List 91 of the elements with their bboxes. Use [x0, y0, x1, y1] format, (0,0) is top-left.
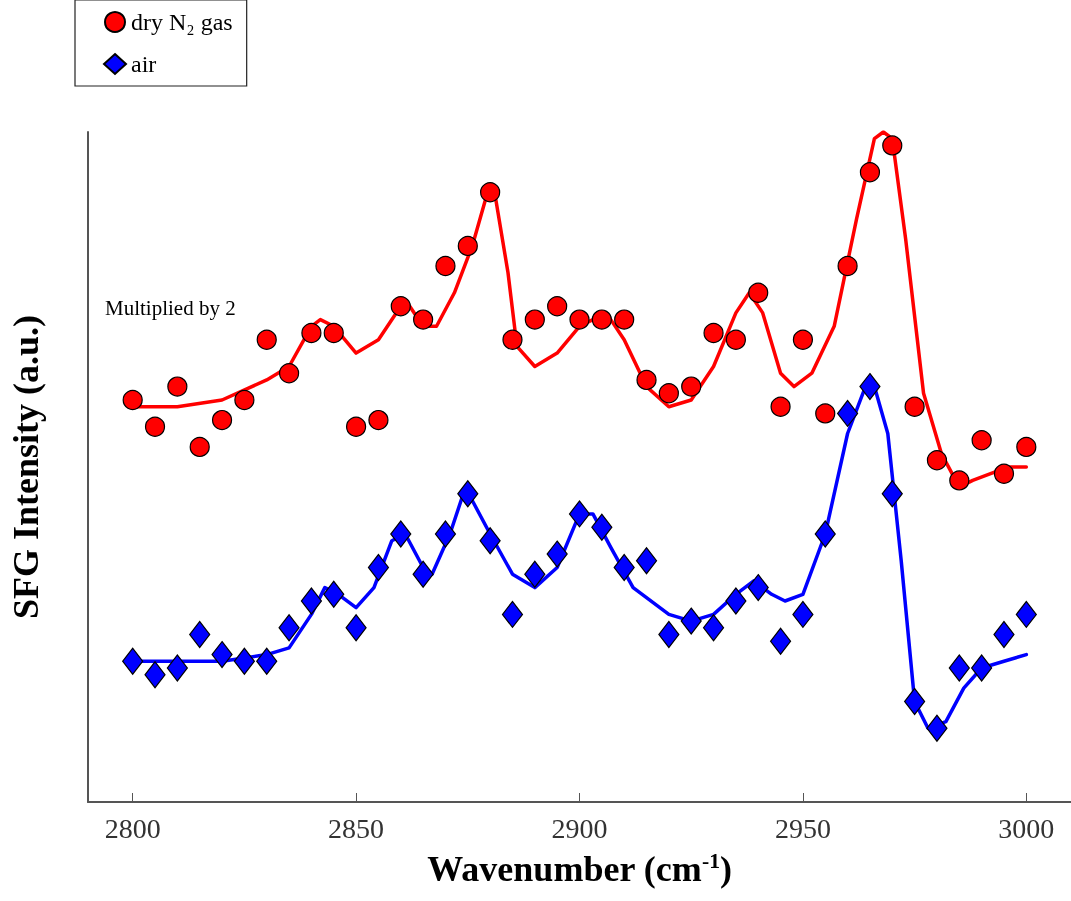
- point: [546, 540, 568, 568]
- annotation: Multiplied by 2: [105, 295, 236, 320]
- point: [770, 396, 791, 417]
- x-tick-label: 2900: [551, 812, 608, 844]
- point: [681, 376, 702, 397]
- point: [234, 389, 255, 411]
- point: [144, 661, 166, 689]
- point: [748, 282, 769, 303]
- point: [479, 527, 501, 555]
- point: [524, 309, 545, 330]
- point: [971, 654, 993, 682]
- point: [167, 376, 188, 397]
- legend-label: air: [131, 51, 157, 77]
- point: [189, 620, 211, 649]
- point: [837, 255, 858, 277]
- point: [323, 322, 344, 344]
- point: [211, 641, 233, 669]
- point: [368, 410, 389, 431]
- point: [613, 553, 635, 582]
- point: [904, 396, 925, 417]
- x-tick-label: 2950: [774, 812, 831, 844]
- point: [926, 714, 948, 742]
- point: [702, 614, 725, 642]
- point: [859, 373, 881, 401]
- point: [524, 560, 546, 588]
- point: [836, 399, 859, 427]
- point: [993, 463, 1015, 484]
- point: [949, 470, 970, 491]
- legend-label: dry N₂ gas: [131, 9, 233, 35]
- point: [323, 580, 345, 608]
- point: [658, 620, 680, 649]
- point: [814, 520, 836, 548]
- point: [278, 363, 300, 384]
- point: [792, 329, 814, 350]
- point: [769, 627, 792, 655]
- point: [569, 309, 590, 330]
- point: [301, 322, 322, 344]
- point: [904, 687, 926, 716]
- point: [166, 654, 188, 682]
- point: [412, 560, 434, 588]
- point: [256, 329, 277, 350]
- point: [390, 520, 412, 548]
- point: [434, 520, 457, 548]
- point: [859, 162, 881, 183]
- point: [635, 547, 658, 575]
- point: [815, 403, 836, 424]
- point: [568, 500, 591, 528]
- point: [501, 600, 524, 628]
- point: [457, 480, 479, 508]
- x-tick-label: 2800: [104, 812, 161, 844]
- x-tick-label: 2850: [328, 812, 385, 844]
- point: [502, 329, 523, 350]
- point: [189, 436, 210, 457]
- point: [680, 607, 702, 635]
- point: [948, 654, 970, 682]
- point: [792, 600, 814, 628]
- point: [457, 235, 478, 256]
- point: [346, 416, 367, 437]
- point: [435, 255, 456, 277]
- point: [122, 647, 144, 675]
- point: [591, 309, 612, 330]
- y-axis-title: SFG Intensity (a.u.): [6, 314, 46, 620]
- point: [144, 416, 166, 437]
- point: [971, 430, 992, 451]
- point: [278, 614, 300, 642]
- point: [233, 647, 255, 675]
- point: [413, 309, 434, 330]
- point: [614, 309, 635, 330]
- point: [725, 329, 746, 350]
- point: [1015, 600, 1037, 628]
- point: [300, 587, 323, 615]
- point: [547, 296, 568, 317]
- point: [636, 369, 657, 390]
- point: [882, 135, 903, 156]
- point: [658, 383, 679, 404]
- point: [1016, 436, 1037, 457]
- point: [881, 480, 903, 508]
- point: [480, 182, 501, 203]
- point: [747, 574, 769, 602]
- point: [390, 296, 411, 317]
- point: [725, 587, 747, 615]
- point: [345, 614, 367, 642]
- point: [926, 450, 948, 471]
- x-tick-label: 3000: [998, 812, 1055, 844]
- point: [256, 647, 278, 675]
- point: [703, 322, 724, 344]
- point: [122, 389, 143, 411]
- point: [211, 410, 233, 431]
- point: [591, 513, 613, 541]
- point: [367, 553, 390, 582]
- point: [993, 620, 1015, 649]
